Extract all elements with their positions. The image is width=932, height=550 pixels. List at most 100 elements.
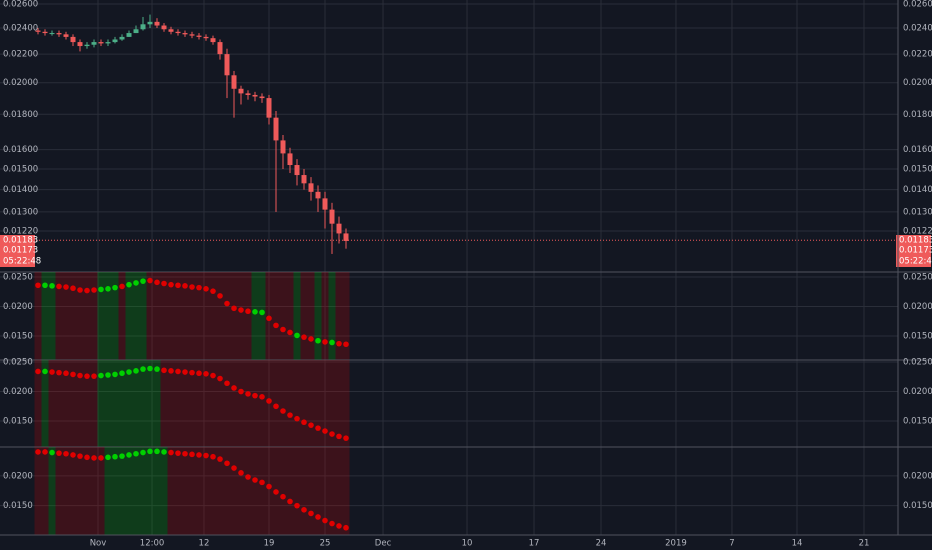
state-band <box>34 272 42 360</box>
state-band <box>321 447 329 535</box>
dot <box>280 408 286 414</box>
dot <box>119 453 125 459</box>
candle-body <box>273 117 279 141</box>
y-tick-label-right: 0.0200 <box>903 302 932 312</box>
dot <box>238 470 244 476</box>
state-band <box>328 272 336 360</box>
dot <box>126 452 132 458</box>
state-band <box>342 360 350 447</box>
state-band <box>188 360 196 447</box>
dot <box>168 281 174 288</box>
dot <box>231 465 237 471</box>
state-band <box>167 447 175 535</box>
dot <box>112 371 118 378</box>
candle-body <box>133 29 139 34</box>
dot <box>203 452 209 459</box>
y-tick-label-left: 0.01300 <box>3 207 38 217</box>
countdown-label-left: 05:22:48 <box>3 257 41 267</box>
dot <box>238 307 244 313</box>
y-tick-label-left: 0.0250 <box>3 358 33 368</box>
dot <box>210 453 216 460</box>
x-tick-label: Dec <box>375 539 392 549</box>
candle-body <box>203 36 209 39</box>
state-band <box>62 272 70 360</box>
state-band <box>153 272 161 360</box>
x-tick-label: 12:00 <box>140 539 165 549</box>
candle-body <box>119 36 125 40</box>
state-band <box>132 360 140 447</box>
candle-body <box>329 209 335 224</box>
candle-body <box>63 34 69 37</box>
dot <box>329 431 335 437</box>
dot <box>322 428 328 434</box>
dot <box>336 523 342 529</box>
dot <box>273 489 279 495</box>
dot <box>168 368 174 374</box>
state-band <box>55 360 63 447</box>
state-band <box>90 447 98 535</box>
state-band <box>132 447 140 535</box>
y-tick-label-left: 0.01400 <box>3 185 38 195</box>
dot <box>133 368 139 374</box>
state-band <box>139 447 147 535</box>
dot <box>119 370 125 377</box>
state-band <box>307 447 315 535</box>
dot <box>168 449 174 456</box>
state-band <box>230 272 238 360</box>
state-band <box>118 272 126 360</box>
dot <box>119 283 125 290</box>
dot <box>322 339 328 345</box>
dot <box>203 371 209 377</box>
dot <box>133 280 139 286</box>
dot <box>70 285 76 292</box>
state-band <box>251 272 259 360</box>
state-band <box>76 360 84 447</box>
y-tick-label-right: 0.0250 <box>903 358 932 368</box>
dot <box>308 422 314 428</box>
x-tick-label: 14 <box>792 539 803 549</box>
dot <box>301 334 307 340</box>
state-band <box>181 272 189 360</box>
state-band <box>167 360 175 447</box>
dot <box>49 449 55 456</box>
candle-body <box>84 44 90 47</box>
y-tick-label-right: 0.0250 <box>903 273 932 283</box>
x-tick-label: 12 <box>199 539 210 549</box>
candle-body <box>105 42 111 44</box>
dot <box>112 284 118 291</box>
dot <box>203 286 209 292</box>
dot <box>343 524 349 531</box>
dot <box>35 282 41 289</box>
state-band <box>167 272 175 360</box>
dot <box>147 448 153 455</box>
dot <box>224 460 230 467</box>
dot <box>77 287 83 293</box>
dot <box>182 450 188 457</box>
y-tick-label-left: 0.02600 <box>3 0 38 10</box>
state-band <box>55 447 63 535</box>
state-band <box>237 272 245 360</box>
y-tick-label-left: 0.0150 <box>3 417 33 427</box>
dot <box>35 449 41 455</box>
candle-body <box>112 39 118 43</box>
x-tick-label: 2019 <box>665 539 687 549</box>
dot <box>266 483 272 490</box>
state-band <box>62 360 70 447</box>
y-tick-label-left: 0.0200 <box>3 302 33 312</box>
dot <box>196 284 202 291</box>
dot <box>175 282 181 289</box>
state-band <box>209 272 217 360</box>
candle-body <box>126 33 132 37</box>
state-band <box>293 360 301 447</box>
state-band <box>321 360 329 447</box>
y-tick-label-right: 0.01300 <box>903 207 932 217</box>
state-band <box>265 447 273 535</box>
candle-body <box>42 31 48 34</box>
state-band <box>237 447 245 535</box>
candle-body <box>49 33 55 35</box>
state-band <box>160 447 168 535</box>
state-band <box>293 272 301 360</box>
state-band <box>230 360 238 447</box>
state-band <box>335 272 343 360</box>
